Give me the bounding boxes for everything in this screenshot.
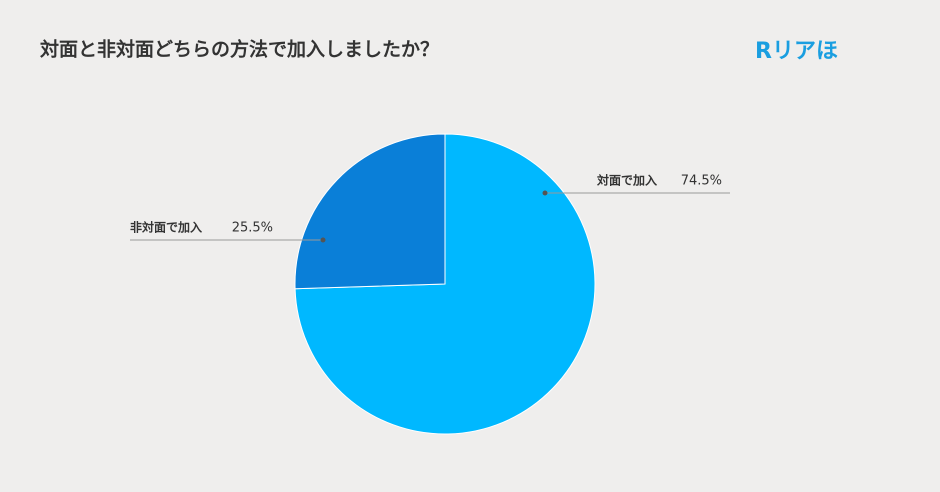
pie-slice [294,133,446,290]
slice-label: 対面で加入 [596,173,657,188]
slice-label: 非対面で加入 [130,220,202,235]
slice-value: 25.5% [232,221,273,236]
leader-dot [542,190,548,196]
logo: Rリアほ [755,39,838,64]
leader-dot [320,237,326,243]
chart-title: 対面と非対面どちらの方法で加入しましたか？ [39,38,439,61]
slice-value: 74.5% [681,174,722,189]
